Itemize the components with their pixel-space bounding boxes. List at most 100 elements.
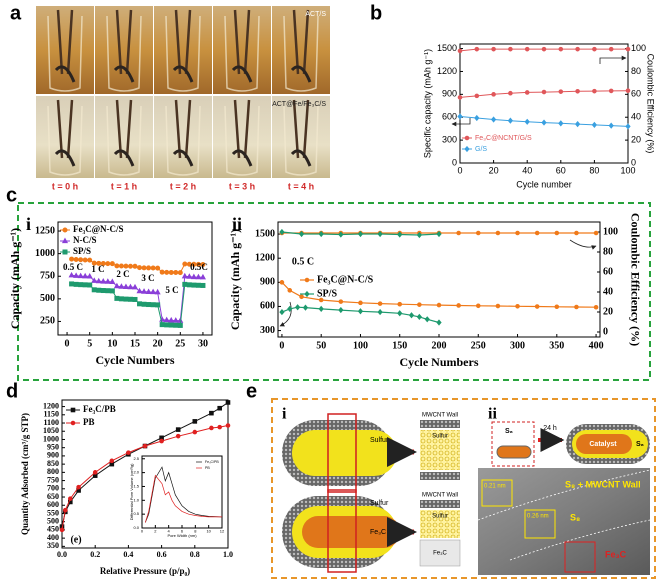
marker [302, 304, 309, 311]
y2-tick-label: 0 [603, 326, 608, 337]
marker [69, 256, 75, 262]
electrode [56, 9, 74, 75]
electrode [174, 9, 192, 75]
tem-label: S₈ [570, 512, 580, 522]
marker [474, 114, 480, 122]
y-axis-label: Differential Pore Volume (cm³/g) [129, 463, 134, 521]
y2-axis-label: Coulombic Efficiency (%) [646, 54, 656, 154]
fe3c-core [576, 434, 632, 454]
marker [150, 288, 157, 295]
y-tick-label: 0.0 [133, 525, 139, 530]
sample [231, 149, 253, 167]
marker [592, 46, 597, 52]
marker [173, 270, 179, 276]
panel-label: b [370, 2, 382, 24]
marker [146, 265, 152, 271]
marker [77, 272, 84, 279]
x-tick-label: 0 [141, 529, 144, 534]
annotation: 0.5 C [292, 256, 314, 267]
marker [397, 231, 403, 238]
electrode [115, 99, 133, 159]
marker [181, 272, 188, 279]
y-axis-label: Specific capacity (mAh g⁻¹) [422, 49, 432, 158]
chart: 0 5 10 15 20 25 30 250 500 750 1000 1250 Cycle Numbe… [8, 221, 213, 367]
axis-arrow [451, 118, 471, 127]
marker [186, 261, 192, 267]
electrode [174, 99, 192, 159]
marker [123, 263, 129, 269]
time-label: t = 1 h [111, 181, 137, 191]
marker [357, 308, 364, 315]
y2-tick-label: 60 [631, 89, 641, 99]
marker [225, 400, 231, 405]
sample [54, 149, 76, 167]
marker [118, 263, 124, 269]
marker [87, 257, 93, 263]
marker [534, 230, 540, 236]
marker [91, 277, 98, 283]
marker [515, 303, 520, 309]
y-tick-label: 1050 [43, 426, 59, 435]
marker [96, 287, 102, 293]
marker [141, 288, 148, 294]
marker [173, 322, 179, 328]
marker [475, 230, 481, 236]
photo [272, 96, 330, 178]
marker [177, 270, 183, 276]
y-tick-label: 600 [442, 112, 457, 122]
marker [132, 296, 138, 302]
legend-label: Fe₃C@N-C/S [317, 274, 374, 285]
vial [283, 15, 319, 92]
plot-frame [61, 399, 229, 549]
x-tick-label: 1.0 [223, 550, 233, 559]
marker [209, 410, 214, 416]
marker [159, 322, 165, 328]
series-line [144, 474, 222, 523]
x-tick-label: 0.8 [190, 550, 200, 559]
marker [574, 304, 579, 310]
marker [136, 287, 143, 294]
x-tick-label: 30 [198, 338, 208, 349]
y-tick-label: 900 [260, 277, 275, 288]
marker [574, 120, 581, 128]
marker [377, 301, 383, 306]
marker [73, 257, 79, 263]
marker [574, 230, 579, 236]
legend-label: SP/S [73, 246, 91, 256]
legend-label: Fe₃C/PB [83, 404, 116, 414]
marker [63, 507, 68, 513]
marker [625, 88, 631, 93]
x-tick-label: 20 [153, 338, 163, 349]
marker [491, 92, 496, 97]
panel-label: d [6, 380, 18, 402]
y-tick-label: 800 [47, 467, 59, 476]
marker [82, 272, 89, 279]
marker [541, 89, 547, 95]
marker [105, 288, 111, 294]
y2-tick-label: 40 [631, 112, 641, 122]
x-tick-label: 100 [353, 340, 368, 351]
marker [507, 117, 514, 124]
marker [377, 308, 383, 316]
chart: 0.0 0.2 0.4 0.6 0.8 1.03504004505005506006507… [20, 399, 233, 576]
marker [608, 88, 614, 94]
tem-label: Fe₃C [605, 549, 627, 559]
zoom-box [564, 541, 596, 573]
marker [59, 527, 65, 533]
fe3c-lattice [419, 539, 461, 567]
photo-label: ACT/S [305, 11, 326, 18]
x-tick-label: 150 [392, 340, 407, 351]
y2-axis-label: Coulombic Efficiency (%) [628, 213, 642, 346]
marker [68, 271, 75, 278]
marker [217, 405, 222, 411]
marker [175, 433, 181, 439]
photo [213, 6, 271, 94]
schematic-label: 24 h [543, 425, 557, 432]
marker [70, 407, 76, 413]
highlight-box [491, 421, 535, 467]
y2-tick-label: 20 [631, 134, 641, 144]
electrode [233, 99, 251, 159]
y-tick-label: 300 [442, 134, 457, 144]
x-tick-label: 20 [489, 165, 499, 175]
legend-label: N-C/S [73, 235, 97, 245]
